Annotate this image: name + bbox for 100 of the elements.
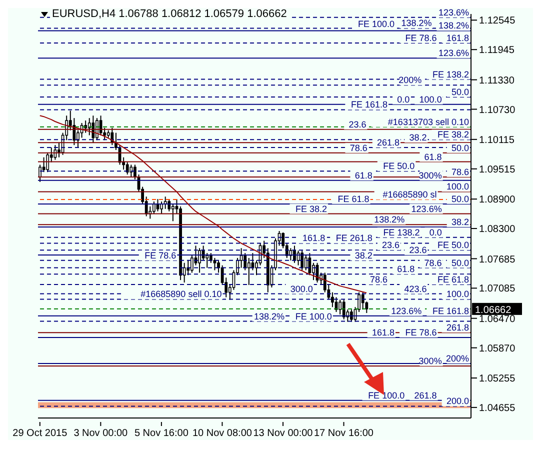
y-tick-label: 1.08900 — [479, 194, 516, 206]
annotation: 0.0 — [429, 227, 442, 238]
annotation: 200% — [398, 75, 422, 86]
ref-line-label: 1.06662 — [475, 304, 512, 316]
annotation: 261.8 — [414, 390, 437, 400]
candlestick — [331, 292, 334, 308]
annotation: 161.8 — [302, 233, 326, 244]
y-tick-label: 1.08300 — [479, 224, 516, 236]
y-tick-label: 1.05255 — [479, 374, 516, 385]
y-tick-label: 1.10730 — [479, 104, 516, 116]
x-tick-label: 3 Nov 00:00 — [74, 428, 128, 439]
annotation: 300.0 — [290, 284, 313, 294]
candlestick — [171, 203, 174, 222]
x-tick-label: 29 Oct 2015 — [12, 428, 68, 439]
annotation: 423.6 — [404, 284, 427, 294]
y-tick-label: 1.10115 — [479, 134, 515, 146]
annotation: 50.0 — [451, 142, 469, 153]
annotation: 38.2 — [354, 250, 372, 260]
annotation: 300% — [418, 170, 442, 180]
candlestick — [46, 152, 50, 173]
annotation: 78.6 — [370, 274, 388, 284]
annotation: 161.8 — [372, 327, 395, 338]
annotation: 78.6 — [350, 142, 368, 153]
candlestick — [289, 248, 292, 261]
candlestick — [54, 144, 57, 160]
annotation: 78.6 — [451, 166, 469, 177]
annotation: 200.0 — [446, 396, 469, 406]
annotation: FE 138.2 — [432, 69, 469, 80]
annotation: 23.6 — [409, 245, 427, 256]
annotation: 78.6 — [424, 258, 442, 268]
annotation: 100.0 — [446, 289, 469, 300]
annotation: 300% — [418, 356, 442, 366]
candlestick — [126, 162, 129, 176]
annotation: FE 78.6 — [144, 250, 176, 260]
annotation: 38.2 — [451, 217, 469, 228]
annotation: 123.6% — [438, 7, 469, 18]
annotation: 123.6% — [411, 204, 442, 214]
annotation: 138.2% — [374, 214, 405, 225]
annotation: #16313703 sell 0.10 — [388, 116, 469, 127]
annotation: FE 38.2 — [437, 130, 469, 140]
annotation: 61.8 — [397, 264, 415, 274]
annotation: #16685890 sell 0.10 — [140, 289, 222, 300]
y-tick-label: 1.06470 — [479, 314, 516, 325]
y-tick-label: 1.04655 — [479, 402, 516, 414]
candlestick — [338, 299, 342, 315]
annotation: 100.0 — [446, 182, 469, 192]
annotation: 50.0 — [451, 86, 469, 97]
annotation: FE 161.8 — [432, 306, 469, 316]
y-tick-label: 1.05870 — [479, 343, 516, 354]
annotation: 123.6% — [391, 306, 422, 316]
candlestick — [206, 252, 209, 268]
candlestick — [168, 198, 171, 212]
annotation: FE 38.2 — [296, 204, 328, 214]
candlestick — [247, 257, 250, 286]
candlestick — [304, 255, 308, 271]
annotation: 138.2% — [254, 311, 285, 322]
candlestick — [361, 292, 364, 310]
annotation: 38.2 — [409, 132, 427, 143]
annotation: FE 78.6 — [405, 32, 437, 43]
annotation: FE 100.0 — [358, 19, 395, 30]
annotation: FE 161.8 — [350, 100, 388, 110]
y-tick-label: 1.09515 — [479, 164, 516, 176]
candlestick — [88, 118, 91, 136]
y-tick-label: 1.12545 — [479, 16, 516, 27]
candlestick — [160, 201, 163, 214]
candlestick — [130, 164, 133, 178]
candlestick — [198, 248, 201, 274]
x-tick-label: 13 Nov 00:00 — [253, 428, 314, 439]
annotation: 161.8 — [446, 32, 469, 43]
annotation: FE 50.0 — [437, 240, 469, 250]
y-tick-label: 1.11330 — [479, 75, 515, 86]
annotation: 261.8 — [446, 322, 469, 333]
annotation: 200% — [446, 354, 469, 364]
x-tick-label: 5 Nov 16:00 — [134, 428, 189, 439]
annotation: 50.0 — [451, 258, 469, 268]
candlestick — [240, 248, 243, 268]
y-tick-label: 1.07685 — [479, 254, 516, 266]
annotation: 138.2% — [438, 20, 469, 31]
annotation: 123.6% — [438, 48, 469, 58]
annotation: 100.0 — [419, 94, 442, 104]
annotation: 138.2% — [401, 18, 432, 28]
annotation: 23.6 — [382, 240, 400, 250]
chart-title: EURUSD,H4 1.06788 1.06812 1.06579 1.06662 — [50, 8, 289, 20]
annotation: #16685890 sl — [382, 190, 437, 200]
x-tick-label: 17 Nov 16:00 — [314, 428, 374, 439]
annotation: 261.8 — [377, 138, 400, 148]
y-tick-label: 1.11945 — [479, 45, 515, 56]
candlestick — [84, 120, 88, 134]
x-tick-label: 10 Nov 08:00 — [192, 428, 252, 439]
annotation: 0.0 — [397, 94, 410, 104]
annotation: FE 78.6 — [405, 327, 437, 338]
candlestick — [152, 201, 156, 214]
annotation: 23.6 — [348, 119, 366, 130]
annotation: FE 100.0 — [368, 390, 405, 400]
annotation: FE 261.8 — [336, 233, 372, 244]
annotation: FE 61.8 — [437, 274, 469, 284]
candlestick — [350, 309, 353, 322]
annotation: FE 50.0 — [383, 161, 415, 172]
annotation: FE 61.8 — [338, 194, 370, 204]
annotation: 61.8 — [354, 170, 372, 180]
